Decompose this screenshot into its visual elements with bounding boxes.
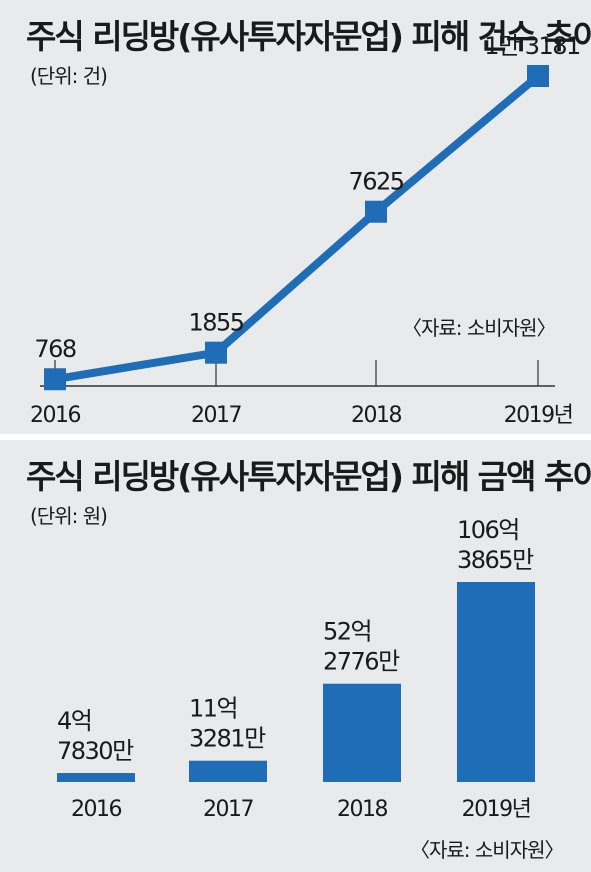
bar bbox=[57, 773, 135, 782]
data-label: 106억 bbox=[457, 516, 519, 544]
data-point-marker bbox=[44, 368, 66, 391]
source-label: 〈자료: 소비자원〉 bbox=[410, 838, 564, 862]
data-label: 1855 bbox=[188, 309, 243, 337]
data-label: 1만 3181 bbox=[484, 32, 580, 60]
bar bbox=[457, 582, 535, 782]
unit-label: (단위: 건) bbox=[30, 64, 108, 88]
bar bbox=[323, 683, 401, 782]
chart-title: 주식 리딩방(유사투자자문업) 피해 건수 추이 bbox=[26, 17, 591, 56]
data-label: 7625 bbox=[348, 168, 403, 196]
x-tick-label: 2018 bbox=[351, 403, 401, 428]
data-point-marker bbox=[527, 65, 549, 88]
x-tick-label: 2016 bbox=[71, 797, 121, 822]
line-chart: 2016 2017 2018 2019년 768 1855 7625 1만 3181 bbox=[30, 32, 582, 428]
x-tick-label: 2019년 bbox=[462, 797, 531, 822]
data-point-marker bbox=[365, 200, 387, 223]
x-tick-label: 2017 bbox=[203, 797, 253, 822]
x-tick-label: 2017 bbox=[191, 403, 241, 428]
data-point-marker bbox=[205, 341, 227, 364]
complaint-count-chart-panel: 주식 리딩방(유사투자자문업) 피해 건수 추이 (단위: 건) 〈자료: 소비… bbox=[0, 0, 591, 434]
data-label: 4억 bbox=[57, 707, 91, 735]
unit-label: (단위: 원) bbox=[30, 504, 108, 528]
data-label: 11억 bbox=[189, 695, 237, 723]
series-line bbox=[54, 72, 541, 384]
bar bbox=[189, 760, 267, 782]
x-tick-label: 2016 bbox=[30, 403, 80, 428]
data-label: 7830만 bbox=[57, 737, 134, 765]
data-label: 768 bbox=[34, 335, 76, 363]
damage-amount-chart-panel: 주식 리딩방(유사투자자문업) 피해 금액 추이 (단위: 원) 〈자료: 소비… bbox=[0, 440, 591, 872]
source-label: 〈자료: 소비자원〉 bbox=[402, 316, 556, 340]
data-label: 3281만 bbox=[189, 725, 266, 753]
data-label: 2776만 bbox=[323, 648, 400, 676]
data-label: 3865만 bbox=[457, 546, 534, 574]
x-tick-label: 2018 bbox=[337, 797, 387, 822]
x-tick-label: 2019년 bbox=[504, 403, 573, 428]
chart-title: 주식 리딩방(유사투자자문업) 피해 금액 추이 bbox=[26, 457, 591, 496]
data-label: 52억 bbox=[323, 618, 371, 646]
